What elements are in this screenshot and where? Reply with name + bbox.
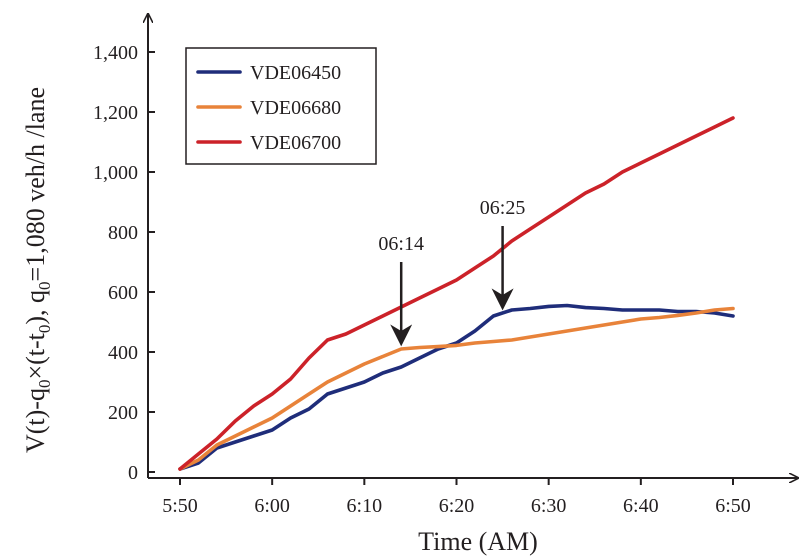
x-tick-label: 6:20 (439, 495, 475, 517)
y-tick-label: 1,200 (93, 102, 138, 124)
series-lines (178, 116, 735, 471)
y-tick-label: 1,400 (93, 42, 138, 64)
x-tick-label: 5:50 (162, 495, 198, 517)
legend-label: VDE06680 (250, 97, 341, 119)
y-tick-label: 1,000 (93, 162, 138, 184)
series-line-vde06450 (178, 303, 735, 471)
series-line-vde06700 (178, 116, 735, 471)
y-tick-label: 600 (108, 282, 138, 304)
x-axis-title: Time (AM) (418, 527, 538, 556)
annotation-label: 06:14 (378, 233, 424, 255)
x-tick-label: 6:30 (531, 495, 567, 517)
y-tick-label: 400 (108, 342, 138, 364)
legend: VDE06450 VDE06680 VDE06700 (185, 47, 377, 165)
x-axis-ticks: 5:50 6:00 6:10 6:20 6:30 6:40 6:50 (162, 478, 751, 517)
x-tick-label: 6:10 (347, 495, 383, 517)
y-axis-title: V(t)-q0×(t-t0), q0=1,080 veh/h /lane (21, 87, 54, 453)
legend-label: VDE06450 (250, 62, 341, 84)
y-axis-ticks: 0 200 400 600 800 1,000 1,200 1,400 (93, 42, 155, 484)
series-line-vde06680 (178, 306, 735, 471)
y-tick-label: 200 (108, 402, 138, 424)
y-tick-label: 0 (128, 462, 138, 484)
x-tick-label: 6:50 (715, 495, 751, 517)
y-tick-label: 800 (108, 222, 138, 244)
x-tick-label: 6:00 (254, 495, 290, 517)
legend-label: VDE06700 (250, 132, 341, 154)
x-tick-label: 6:40 (623, 495, 659, 517)
annotation-label: 06:25 (480, 197, 526, 219)
annotations: 06:14 06:25 (378, 197, 526, 347)
